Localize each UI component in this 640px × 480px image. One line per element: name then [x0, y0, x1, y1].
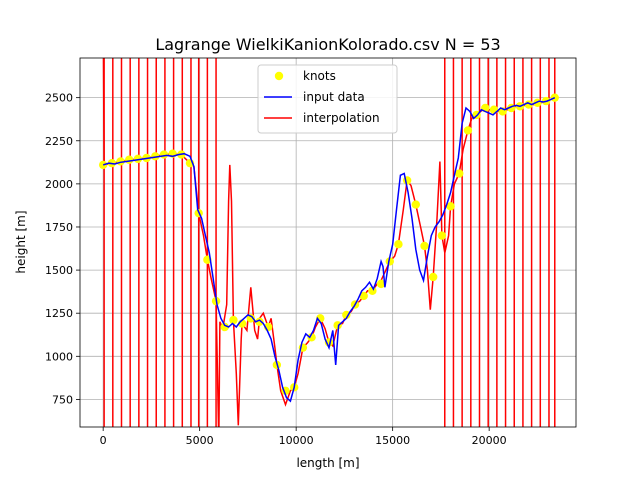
legend-marker-knots: [274, 71, 284, 81]
knot-point: [229, 315, 238, 325]
legend-label: interpolation: [303, 111, 380, 125]
knot-point: [437, 231, 447, 240]
knot-point: [246, 314, 256, 323]
knot-point: [307, 333, 316, 342]
plot-area: 0 5000 10000 15000 20000 750 1000 1250 1500 1750 2…: [45, 57, 577, 447]
knot-point: [411, 200, 421, 209]
y-tick-label: 1750: [45, 221, 73, 234]
y-axis-label: height [m]: [14, 210, 28, 273]
knot-point: [125, 155, 134, 164]
y-tick-label: 2500: [45, 92, 73, 105]
legend-label: input data: [303, 90, 365, 104]
y-tick-label: 2000: [45, 178, 73, 191]
x-tick-label: 0: [100, 434, 107, 447]
knot-point: [220, 322, 229, 332]
knot-point: [402, 176, 412, 185]
knot-point: [159, 150, 169, 159]
y-tick-label: 2250: [45, 135, 73, 148]
knot-point: [255, 317, 264, 327]
series-group: [98, 58, 559, 427]
y-tick-label: 1500: [45, 264, 73, 277]
input-data-line: [102, 97, 556, 403]
legend: knots input data interpolation: [257, 64, 398, 134]
knot-point: [420, 241, 429, 251]
knot-point: [98, 160, 108, 170]
knot-point: [133, 154, 143, 164]
knot-point: [428, 272, 438, 282]
knot-point: [342, 310, 351, 320]
axes-frame: [79, 57, 577, 428]
x-tick-label: 5000: [186, 434, 214, 447]
knot-point: [376, 279, 386, 289]
x-axis-label: length [m]: [296, 456, 359, 470]
knot-point: [446, 202, 455, 211]
knot-point: [151, 152, 160, 161]
knot-point: [333, 321, 342, 330]
x-tick-label: 10000: [279, 434, 314, 447]
knot-point: [463, 126, 473, 135]
knot-point: [394, 240, 403, 249]
chart-title: Lagrange WielkiKanionKolorado.csv N = 53: [155, 35, 500, 54]
knot-point: [368, 286, 377, 295]
y-tick-label: 1000: [45, 350, 73, 363]
y-tick-label: 750: [52, 393, 73, 406]
knot-point: [489, 105, 499, 114]
knot-point: [359, 291, 368, 301]
knot-point: [455, 169, 464, 178]
x-tick-label: 15000: [375, 434, 410, 447]
legend-box: [257, 64, 398, 134]
x-tick-label: 20000: [472, 434, 507, 447]
y-tick-label: 1250: [45, 307, 73, 320]
legend-label: knots: [303, 69, 336, 83]
knot-point: [524, 100, 533, 109]
knot-point: [385, 257, 394, 266]
